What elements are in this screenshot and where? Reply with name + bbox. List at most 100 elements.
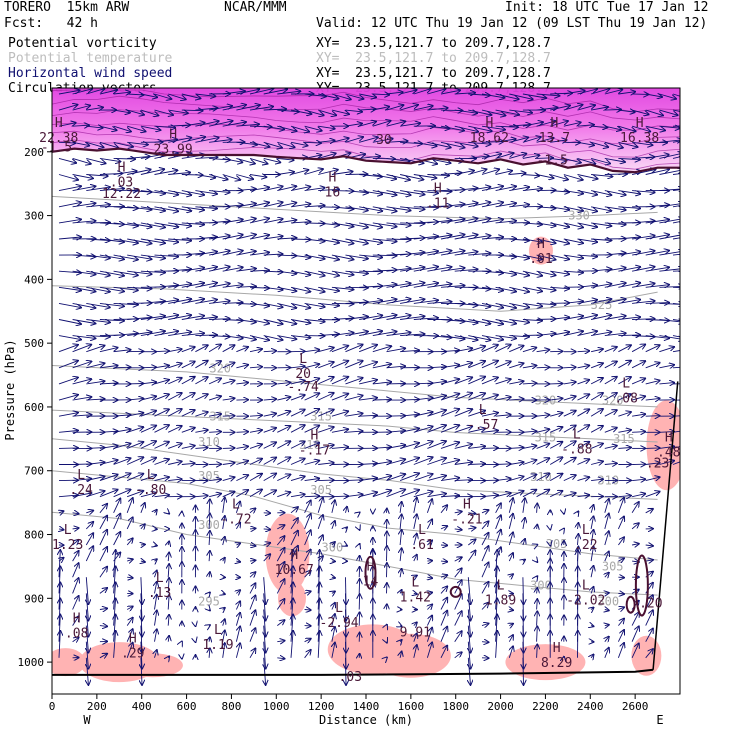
wind-vector xyxy=(372,94,389,95)
wind-vector xyxy=(277,110,299,112)
pv-extremum-kind: L xyxy=(64,523,72,538)
wind-vector xyxy=(318,140,334,142)
wind-vector xyxy=(72,379,92,385)
wind-vector xyxy=(236,189,255,191)
wind-vector xyxy=(495,126,518,127)
wind-vector xyxy=(386,366,406,368)
wind-vector xyxy=(168,93,186,99)
wind-vector xyxy=(304,426,320,433)
wind-vector xyxy=(223,498,225,513)
wind-vector xyxy=(672,109,680,112)
wind-vector xyxy=(223,593,225,594)
wind-vector xyxy=(591,626,593,627)
wind-vector xyxy=(113,415,131,416)
wind-vector xyxy=(468,335,490,341)
pv-extremum-kind: L xyxy=(573,427,581,442)
wind-vector xyxy=(440,125,464,130)
wind-vector xyxy=(454,203,478,208)
wind-vector xyxy=(99,567,107,578)
wind-vector xyxy=(209,121,232,127)
wind-vector xyxy=(99,158,120,161)
wind-vector xyxy=(236,543,240,545)
wind-vector xyxy=(550,207,569,210)
wind-vector xyxy=(72,203,96,208)
wind-vector xyxy=(427,141,450,147)
wind-vector xyxy=(659,93,676,99)
wind-vector xyxy=(249,157,267,163)
wind-vector xyxy=(618,252,640,256)
wind-vector xyxy=(86,399,104,400)
wind-vector xyxy=(222,267,243,272)
wind-vector xyxy=(236,142,257,144)
wind-vector xyxy=(522,320,542,321)
wind-vector xyxy=(154,140,178,143)
wind-vector xyxy=(645,363,660,369)
wind-vector xyxy=(290,319,310,324)
wind-vector xyxy=(672,302,680,305)
wind-vector xyxy=(304,125,322,131)
wind-vector xyxy=(209,432,221,433)
wind-vector xyxy=(263,442,276,449)
wind-vector xyxy=(563,382,576,384)
wind-vector xyxy=(659,140,680,142)
wind-vector xyxy=(631,361,645,369)
wind-vector xyxy=(604,268,626,272)
wind-vector xyxy=(168,553,169,562)
wind-vector xyxy=(359,255,382,257)
wind-vector xyxy=(249,270,269,271)
wind-vector xyxy=(195,377,207,385)
wind-vector xyxy=(318,480,334,481)
wind-vector xyxy=(590,426,603,433)
wind-vector xyxy=(537,599,538,610)
wind-vector xyxy=(659,126,679,128)
wind-vector xyxy=(290,302,310,307)
wind-vector xyxy=(290,286,310,291)
pv-extremum-value: -1.5 xyxy=(537,153,568,168)
wind-vector xyxy=(249,107,273,111)
wind-vector xyxy=(86,187,110,192)
wind-vector xyxy=(331,270,354,275)
wind-vector xyxy=(222,174,241,180)
wind-vector xyxy=(400,316,424,320)
wind-vector xyxy=(304,409,320,417)
wind-vector xyxy=(659,189,680,191)
wind-vector xyxy=(536,254,556,260)
wind-vector xyxy=(481,448,498,449)
x-tick-label: 0 xyxy=(49,700,56,713)
wind-vector xyxy=(372,299,397,304)
pv-extremum-kind: L xyxy=(214,623,222,638)
pv-extremum-kind: L xyxy=(77,468,85,483)
pv-extremum-value: 1.89 xyxy=(485,594,516,609)
wind-vector xyxy=(413,191,438,194)
theta-label: 315 xyxy=(535,431,557,445)
wind-vector xyxy=(346,545,348,546)
wind-vector xyxy=(236,286,255,287)
wind-vector xyxy=(645,545,653,546)
wind-vector xyxy=(550,121,568,127)
wind-vector xyxy=(168,138,191,143)
wind-vector xyxy=(537,504,538,513)
pv-extremum-value: 1.42 xyxy=(400,590,431,605)
wind-vector xyxy=(318,348,334,353)
wind-vector xyxy=(536,287,556,290)
wind-vector xyxy=(208,345,221,353)
wind-vector xyxy=(400,190,424,195)
wind-vector xyxy=(427,251,451,256)
wind-vector xyxy=(99,90,117,95)
wind-vector xyxy=(550,158,566,160)
wind-vector xyxy=(536,207,556,208)
wind-vector xyxy=(386,348,406,351)
wind-vector xyxy=(386,333,411,336)
wind-vector xyxy=(522,175,539,176)
theta-contour-325 xyxy=(52,285,658,312)
wind-vector xyxy=(223,619,225,626)
wind-vector xyxy=(454,557,462,561)
wind-vector xyxy=(346,527,348,529)
wind-vector xyxy=(236,235,255,240)
x-tick-label: 2000 xyxy=(487,700,514,713)
wind-vector xyxy=(195,361,207,369)
wind-vector xyxy=(85,546,93,562)
wind-vector xyxy=(72,513,79,514)
wind-vector xyxy=(604,463,617,464)
wind-vector xyxy=(195,94,215,96)
